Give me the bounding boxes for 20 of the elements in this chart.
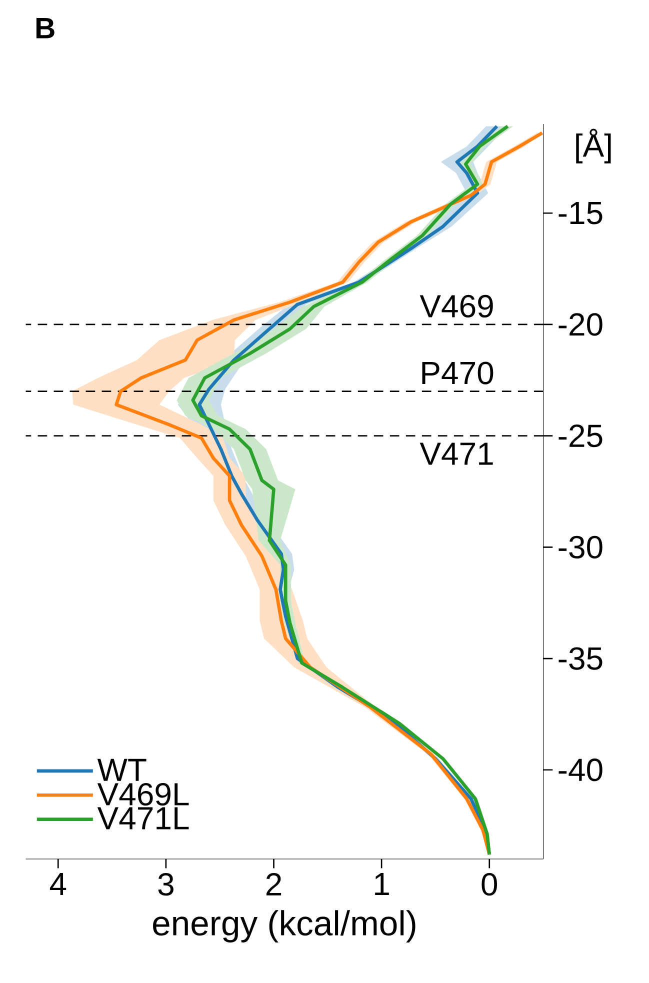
legend-label: WT (97, 758, 146, 781)
y-tick-label: -20 (558, 313, 602, 336)
x-axis-title: energy (kcal/mol) (152, 910, 416, 942)
x-tick-label: 3 (158, 873, 174, 896)
legend-label: V469L (97, 782, 189, 806)
x-tick-label: 2 (266, 873, 281, 896)
ref-line-label: V471 (420, 442, 493, 465)
x-tick-label: 1 (374, 873, 389, 896)
x-tick-label: 4 (50, 873, 66, 896)
y-tick-label: -40 (558, 758, 602, 782)
y-tick-label: -30 (558, 536, 602, 559)
legend-label: V471L (97, 807, 189, 830)
y-axis-title: [Å] (576, 128, 611, 164)
ref-line-label: P470 (422, 362, 493, 384)
y-tick-label: -35 (558, 647, 602, 670)
chart-title: B (36, 18, 54, 38)
x-tick-label: 0 (482, 873, 497, 896)
ref-line-label: V469 (420, 294, 493, 318)
y-tick-label: -25 (558, 424, 602, 448)
y-tick-label: -15 (558, 202, 602, 224)
